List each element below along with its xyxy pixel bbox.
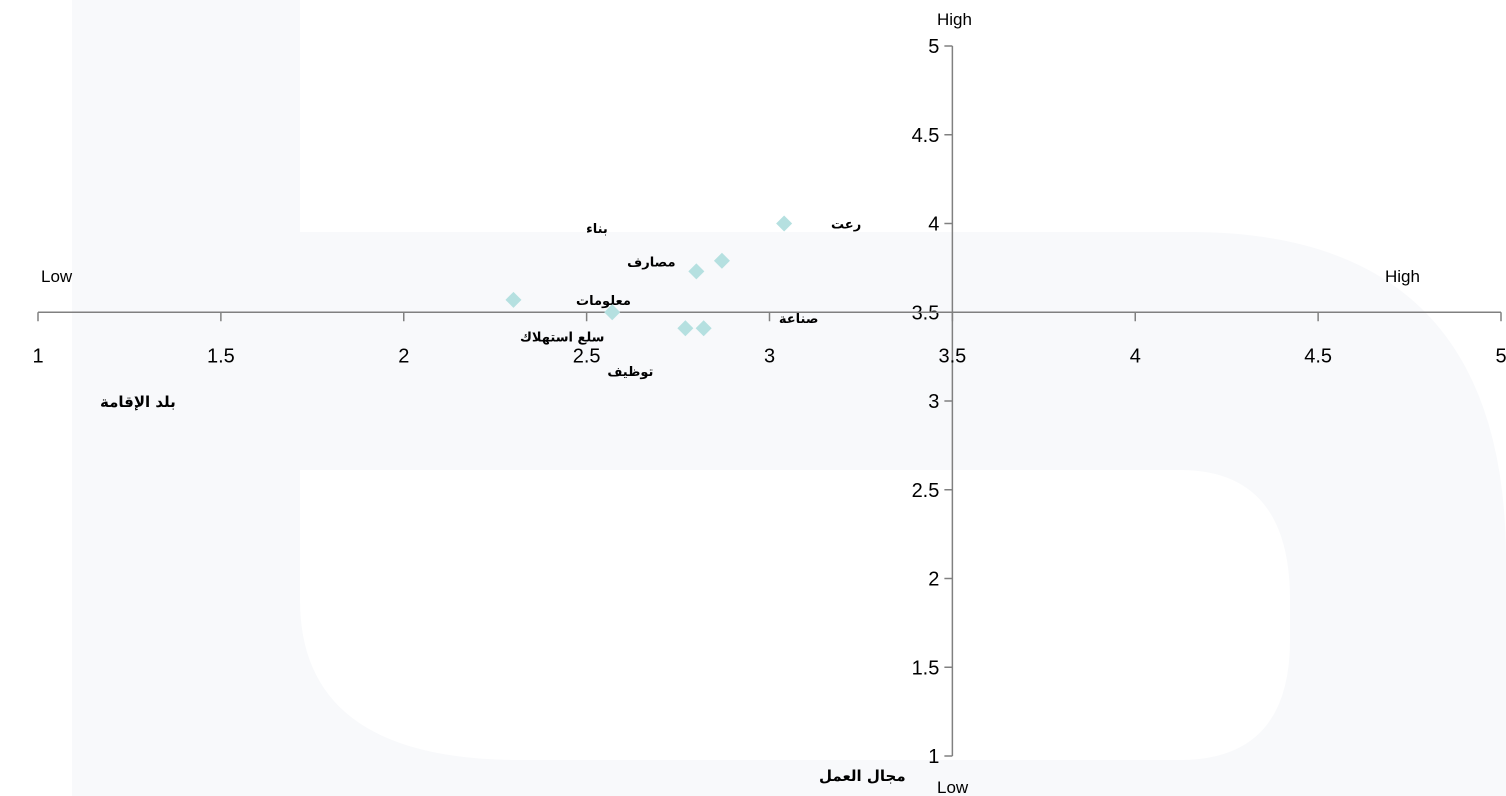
y-tick-label: 1.5: [912, 657, 940, 679]
y-axis-high-label: High: [937, 10, 972, 29]
y-tick-label: 3.5: [912, 302, 940, 324]
data-point-label: معلومات: [576, 294, 631, 309]
data-point: [604, 304, 621, 321]
x-tick-label: 1.5: [207, 345, 235, 367]
data-point: [677, 320, 694, 337]
data-point: [713, 252, 730, 269]
y-axis: 1 1.5 2 2.5 3 3.5 4 4.5 5: [912, 36, 954, 768]
x-axis-title: بلد الإقامة: [100, 393, 176, 411]
x-tick-label: 4: [1130, 345, 1141, 367]
x-tick-label: 2.5: [573, 345, 601, 367]
data-point-label: مصارف: [627, 255, 675, 270]
data-point: [505, 291, 522, 308]
data-point-label: سلع استهلاك: [520, 330, 604, 345]
x-tick-label: 1: [32, 345, 43, 367]
y-axis-low-label: Low: [937, 778, 969, 796]
y-tick-label: 4.5: [912, 125, 940, 147]
x-tick-label: 5: [1495, 345, 1506, 367]
x-tick-label: 3: [764, 345, 775, 367]
x-tick-label: 2: [398, 345, 409, 367]
data-point-label: توظيف: [607, 365, 653, 380]
x-axis-high-label: High: [1385, 267, 1420, 286]
y-tick-label: 5: [928, 36, 939, 58]
y-tick-label: 2.5: [912, 480, 940, 502]
data-point: [688, 263, 705, 280]
y-tick-label: 4: [928, 214, 939, 236]
x-axis-low-label: Low: [41, 267, 73, 286]
y-tick-label: 1: [928, 746, 939, 768]
data-point: [776, 215, 793, 232]
y-tick-label: 3: [928, 391, 939, 413]
x-tick-label: 4.5: [1304, 345, 1332, 367]
x-tick-label: 3.5: [938, 345, 966, 367]
data-point-label: رعت: [831, 218, 861, 233]
y-axis-title: مجال العمل: [819, 767, 906, 785]
data-point-label: صناعة: [779, 312, 819, 327]
data-point-label: بناء: [586, 222, 608, 237]
watermark-b-shape: [72, 0, 1506, 796]
y-tick-label: 2: [928, 569, 939, 591]
data-point: [695, 320, 712, 337]
x-axis: 1 1.5 2 2.5 3 3.5 4 4.5 5: [32, 311, 1506, 367]
data-points: رعت بناء مصارف معلومات سلع استهلاك صناعة توظيف: [505, 215, 861, 380]
